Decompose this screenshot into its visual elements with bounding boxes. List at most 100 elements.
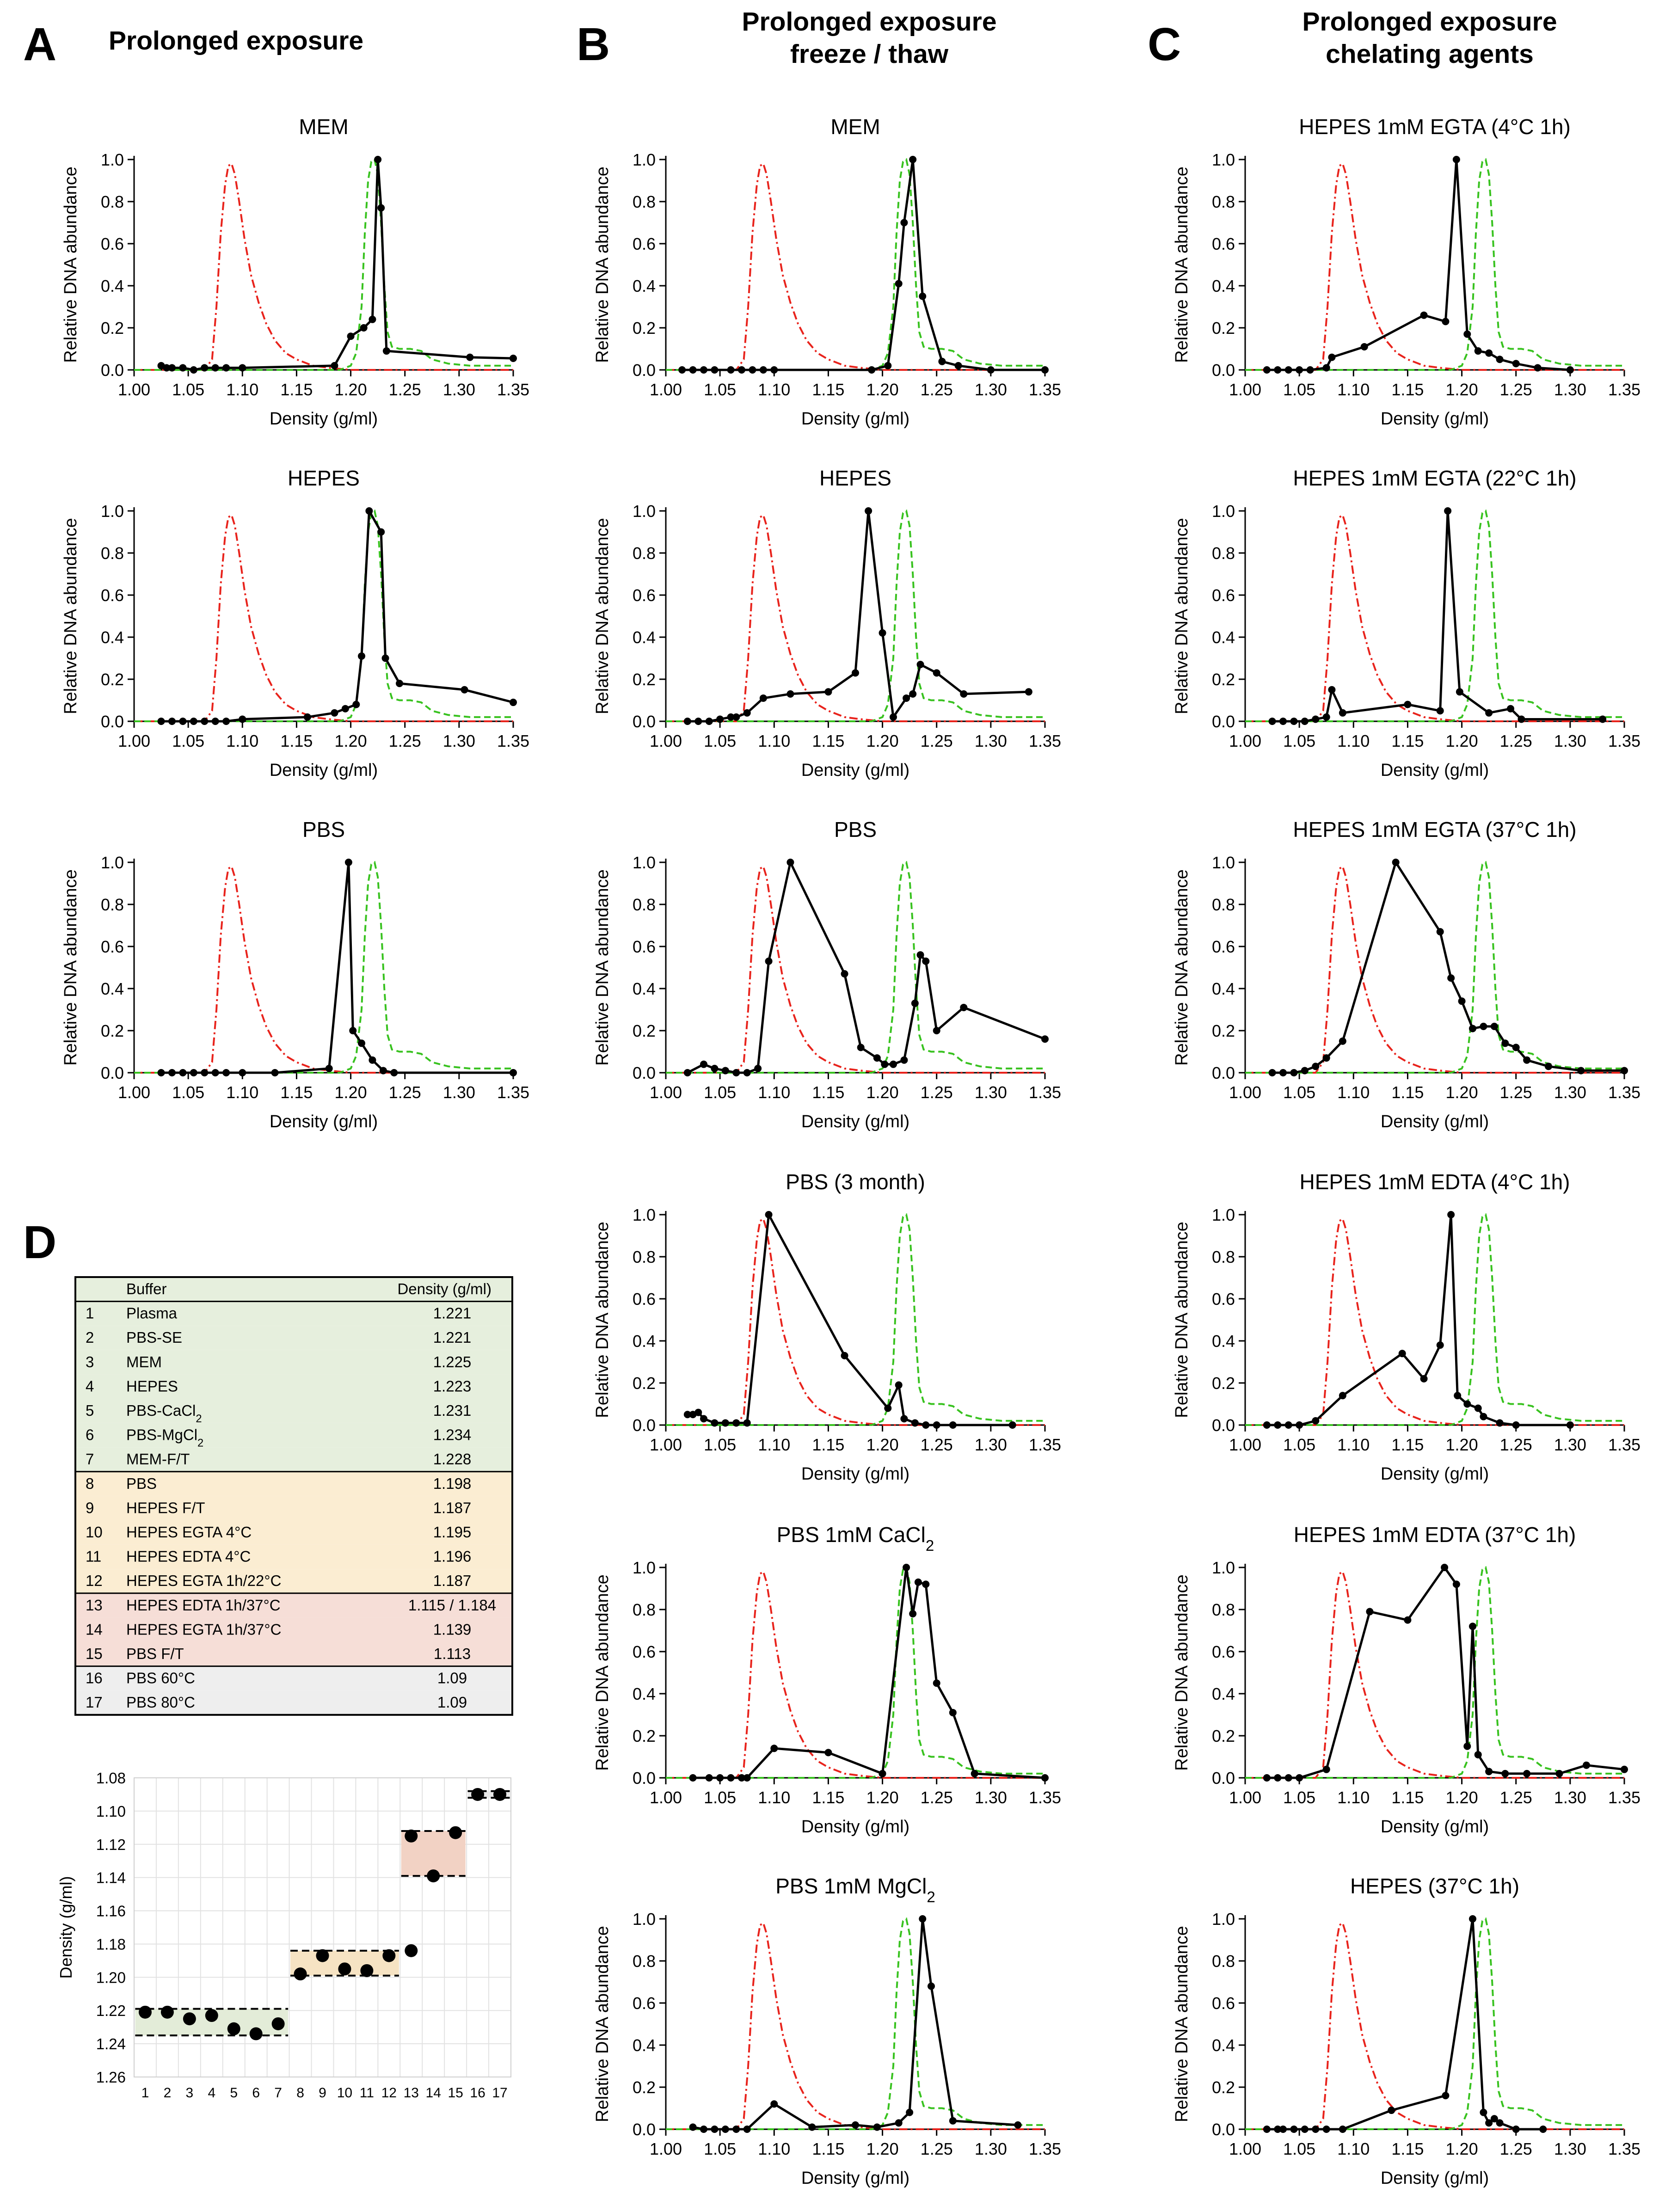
data-point	[1442, 318, 1450, 326]
y-tick-label: 1.0	[1212, 1910, 1235, 1929]
data-point	[1322, 713, 1330, 721]
data-point	[1485, 349, 1493, 357]
y-tick-label: 1.16	[96, 1903, 126, 1920]
data-point	[743, 2126, 751, 2133]
data-point	[377, 204, 385, 212]
y-tick-label: 0.2	[633, 1021, 656, 1040]
x-tick-label: 1.25	[389, 380, 421, 399]
data-point	[1301, 1067, 1309, 1075]
table-row-bg	[75, 1447, 512, 1472]
table-row-bg	[75, 1520, 512, 1545]
y-tick-label: 0.4	[1212, 1332, 1235, 1351]
data-point	[1458, 997, 1466, 1005]
data-point	[1296, 1774, 1303, 1782]
y-axis-label: Relative DNA abundance	[593, 1926, 612, 2122]
data-point	[928, 1982, 935, 1990]
y-axis-label: Relative DNA abundance	[1172, 166, 1192, 363]
y-tick-label: 0.0	[1212, 361, 1235, 380]
data-point	[1577, 1067, 1585, 1075]
data-point	[1360, 343, 1368, 350]
x-tick-label: 1.15	[812, 1083, 844, 1102]
data-point	[466, 353, 474, 361]
data-point	[271, 1069, 279, 1076]
green-reference-curve	[1245, 1213, 1624, 1426]
x-tick-label: 1.00	[1229, 1788, 1261, 1807]
data-point	[1312, 1417, 1320, 1425]
table-header-buffer: Buffer	[126, 1280, 166, 1297]
y-tick-label: 0.0	[633, 712, 656, 731]
table-row-buffer: PBS	[126, 1475, 157, 1492]
data-point	[1469, 1025, 1476, 1032]
x-axis-label: Density (g/ml)	[801, 1817, 909, 1837]
table-row-buffer: HEPES EDTA 1h/37°C	[126, 1597, 281, 1614]
data-point	[396, 680, 403, 688]
green-reference-curve	[1245, 509, 1624, 722]
y-axis-label: Relative DNA abundance	[61, 166, 80, 363]
y-tick-label: 1.0	[1212, 1558, 1235, 1577]
density-plot-c-hepes-1mm-egta-22-c-1h-: HEPES 1mM EGTA (22°C 1h) 0.0 0.2 0.4 0.6 0.8 1…	[1172, 466, 1640, 780]
x-axis-label: Density (g/ml)	[801, 409, 909, 429]
data-point	[1621, 1067, 1628, 1075]
data-point	[1301, 718, 1309, 725]
density-plot-b-pbs-1mm-cacl2: PBS 1mM CaCl2 0.0 0.2 0.4 0.6 0.8 1.0 1.00 1.05 1…	[593, 1523, 1061, 1837]
table-row-buffer: PBS F/T	[126, 1645, 184, 1662]
x-tick-label: 1.30	[443, 731, 475, 750]
data-point	[1420, 311, 1428, 319]
x-tick-label: 12	[381, 2085, 397, 2101]
y-tick-label: 0.4	[633, 1332, 656, 1351]
data-point	[1501, 1770, 1509, 1777]
y-tick-label: 0.0	[633, 1769, 656, 1788]
data-line	[687, 510, 1029, 723]
y-axis-label: Relative DNA abundance	[1172, 1926, 1192, 2122]
x-tick-label: 1.05	[704, 1435, 736, 1454]
x-tick-label: 5	[230, 2085, 238, 2101]
data-point	[1263, 2126, 1271, 2133]
table-row-index: 8	[86, 1475, 94, 1492]
data-point	[1566, 1421, 1574, 1429]
data-point	[743, 709, 751, 717]
data-point	[331, 362, 338, 369]
x-tick-label: 1	[141, 2085, 149, 2101]
data-point	[971, 1770, 978, 1777]
data-point	[900, 1415, 908, 1423]
x-tick-label: 1.10	[758, 380, 790, 399]
data-point	[1518, 715, 1525, 723]
x-tick-label: 1.20	[866, 1435, 899, 1454]
x-tick-label: 1.20	[1446, 1435, 1478, 1454]
y-tick-label: 0.6	[101, 586, 124, 605]
green-reference-curve	[666, 1917, 1045, 2130]
y-tick-label: 0.8	[101, 895, 124, 914]
data-point	[954, 362, 962, 369]
data-point	[239, 364, 246, 372]
data-line	[1266, 1917, 1543, 2131]
data-point	[1444, 507, 1452, 515]
data-point	[1301, 2126, 1309, 2133]
y-tick-label: 0.0	[1212, 1416, 1235, 1435]
table-row-buffer: HEPES F/T	[126, 1499, 205, 1516]
data-point	[909, 690, 917, 698]
y-axis-label: Relative DNA abundance	[61, 518, 80, 714]
data-point	[1268, 1069, 1276, 1076]
x-tick-label: 1.00	[650, 2139, 682, 2158]
data-point	[1512, 1044, 1520, 1051]
x-tick-label: 1.25	[921, 1788, 953, 1807]
data-point	[1469, 1622, 1476, 1630]
data-point	[211, 1069, 219, 1076]
table-row-buffer: HEPES EGTA 1h/37°C	[126, 1621, 281, 1638]
x-tick-label: 6	[252, 2085, 260, 2101]
data-point	[222, 364, 230, 372]
x-tick-label: 1.20	[866, 1083, 899, 1102]
green-reference-curve	[1245, 1566, 1624, 1779]
data-point	[1599, 715, 1607, 723]
data-point	[873, 1054, 881, 1062]
table-row-density: 1.221	[433, 1305, 472, 1322]
data-point	[711, 366, 719, 374]
y-tick-label: 1.0	[633, 1910, 656, 1929]
data-point	[1545, 1063, 1552, 1070]
data-point	[721, 1419, 729, 1427]
density-plot-b-hepes: HEPES 0.0 0.2 0.4 0.6 0.8 1.0 1.00 1.05 1.10 1.15 1…	[593, 466, 1061, 780]
density-point	[405, 1829, 418, 1843]
x-tick-label: 1.15	[812, 1435, 844, 1454]
x-tick-label: 1.05	[704, 380, 736, 399]
data-point	[1322, 2126, 1330, 2133]
